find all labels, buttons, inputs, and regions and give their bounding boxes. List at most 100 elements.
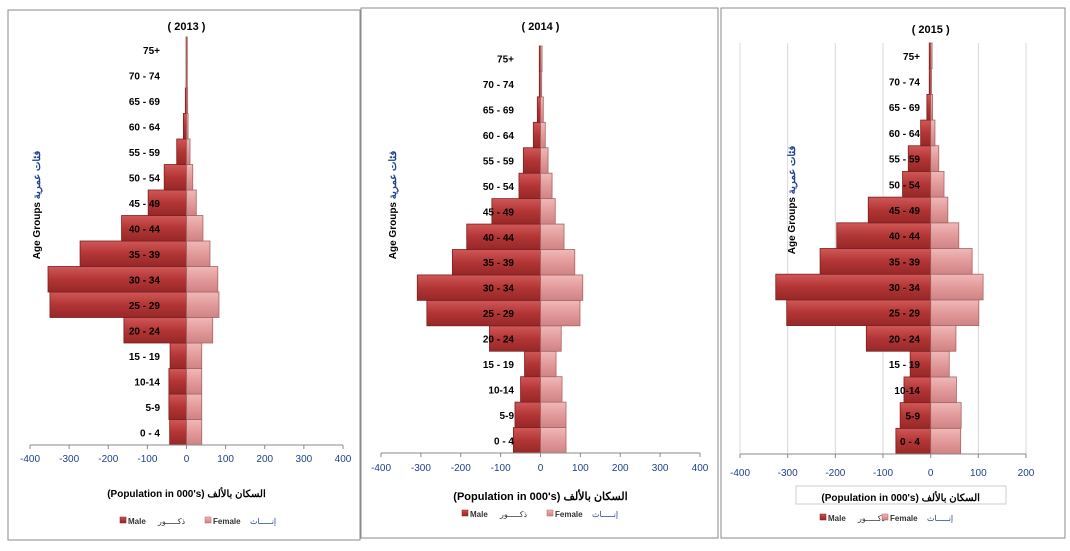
y-axis-title-en: Age Groups: [787, 197, 798, 255]
legend-female-label-ar: إنـــــاث: [250, 517, 276, 526]
x-tick-label: 300: [652, 463, 669, 474]
x-axis-title-en: (Population in 000's): [821, 493, 918, 504]
age-group-label: 75+: [497, 55, 514, 66]
age-group-label: 50 - 54: [129, 173, 161, 184]
female-bar: [930, 145, 940, 172]
female-bar: [930, 93, 933, 121]
legend: Male ذكـــــور Female إنـــــاث: [461, 509, 618, 519]
female-bar: [186, 419, 203, 446]
age-group-label: 10-14: [894, 386, 920, 397]
female-bar: [540, 274, 584, 301]
age-group-label: 40 - 44: [129, 224, 161, 235]
x-axis-title-box: [795, 485, 1007, 505]
legend: Male ذكـــــور Female إنـــــاث: [119, 516, 276, 526]
male-bar: [524, 350, 541, 378]
male-bar: [176, 138, 187, 165]
x-tick-label: 100: [217, 454, 234, 465]
age-group-label: 20 - 24: [129, 326, 161, 337]
x-axis-title-en: (Population in 000's): [453, 491, 560, 503]
x-tick-label: -300: [59, 454, 79, 465]
female-bar: [930, 350, 950, 378]
age-group-label: 25 - 29: [483, 309, 515, 320]
female-bar: [186, 138, 191, 165]
female-bar: [186, 113, 189, 140]
age-group-label: 75+: [143, 46, 160, 57]
age-group-label: 30 - 34: [129, 275, 161, 286]
female-bar: [540, 198, 556, 225]
female-bar: [540, 350, 557, 378]
female-bar: [540, 71, 543, 98]
age-group-label: 40 - 44: [483, 233, 515, 244]
x-tick-label: -100: [137, 454, 157, 465]
x-tick-label: 400: [335, 454, 352, 465]
male-bar: [926, 93, 932, 121]
y-axis-title: Age Groups فئات عمرية: [32, 151, 43, 260]
age-group-label: 65 - 69: [483, 106, 515, 117]
male-bar: [416, 274, 541, 301]
x-tick-label: 300: [296, 454, 313, 465]
age-group-label: 50 - 54: [483, 182, 515, 193]
legend-female-label-ar: إنـــــاث: [592, 510, 618, 519]
female-bar: [186, 240, 211, 267]
age-group-label: 25 - 29: [129, 301, 161, 312]
age-group-label: 0 - 4: [140, 428, 160, 439]
female-bar: [540, 147, 549, 174]
age-group-label: 60 - 64: [483, 131, 515, 142]
x-axis-title-ar: السكان بالألف: [563, 489, 627, 503]
legend-female-swatch: [546, 509, 554, 517]
legend-male-swatch: [119, 516, 127, 524]
pyramid-panel-1: ( 2014 ) 0 - 4 5-9 10-14 15 - 19 20 - 24 25 - …: [360, 7, 719, 539]
x-tick-label: 100: [970, 468, 987, 479]
female-bar: [540, 249, 576, 276]
x-axis-title-ar: السكان بالألف: [922, 492, 981, 504]
male-bar: [786, 299, 932, 326]
age-group-label: 75+: [903, 52, 920, 63]
age-group-label: 45 - 49: [483, 207, 515, 218]
chart-title: ( 2015 ): [912, 24, 950, 36]
age-group-label: 15 - 19: [129, 352, 161, 363]
chart-title: ( 2013 ): [168, 21, 206, 33]
age-group-label: 70 - 74: [889, 78, 921, 89]
x-tick-label: -200: [825, 468, 845, 479]
male-bar: [169, 419, 187, 446]
male-bar: [775, 273, 932, 301]
age-group-label: 20 - 24: [483, 335, 515, 346]
x-tick-label: -400: [20, 454, 40, 465]
age-group-label: 55 - 59: [889, 155, 921, 166]
x-tick-label: 0: [538, 463, 544, 474]
age-group-label: 5-9: [906, 411, 921, 422]
x-tick-label: -200: [98, 454, 118, 465]
legend-female-label: Female: [213, 517, 241, 526]
age-group-label: 10-14: [134, 377, 160, 388]
female-bar: [930, 325, 957, 352]
female-bar: [540, 223, 565, 250]
female-bar: [186, 317, 214, 344]
chart-title: ( 2014 ): [522, 21, 560, 33]
x-tick-label: 400: [692, 463, 709, 474]
x-tick-label: 200: [612, 463, 629, 474]
female-bar: [930, 68, 932, 95]
female-bar: [930, 299, 980, 326]
female-bar: [930, 42, 933, 70]
age-group-label: 55 - 59: [483, 156, 515, 167]
male-bar: [168, 368, 187, 395]
y-axis-title-ar: فئات عمرية: [32, 151, 43, 200]
pyramid-panel-0: ( 2013 ) 0 - 4 5-9 10-14 15 - 19 20 - 24 25 - …: [7, 9, 361, 541]
female-bar: [930, 427, 962, 455]
female-bar: [540, 96, 544, 123]
female-bar: [540, 299, 581, 327]
male-bar: [532, 121, 541, 149]
male-bar: [514, 401, 541, 428]
legend: Male ذكـــــور Female إنـــــاث: [819, 513, 953, 523]
y-axis-title: Age Groups فئات عمرية: [388, 151, 399, 260]
x-tick-label: -400: [371, 463, 391, 474]
age-group-label: 30 - 34: [483, 284, 515, 295]
age-group-label: 35 - 39: [483, 258, 515, 269]
age-group-label: 55 - 59: [129, 148, 161, 159]
x-tick-label: -100: [873, 468, 893, 479]
female-bar: [930, 273, 984, 301]
male-bar: [123, 317, 187, 344]
legend-female-swatch: [881, 513, 889, 521]
age-group-label: 70 - 74: [129, 71, 161, 82]
